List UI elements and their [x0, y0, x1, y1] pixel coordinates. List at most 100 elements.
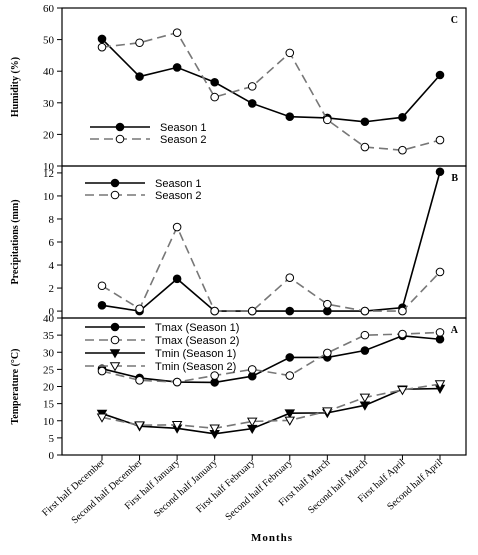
data-point [285, 306, 295, 316]
data-point [247, 306, 257, 316]
legend-marker [109, 349, 121, 359]
data-point [398, 113, 407, 122]
series-line [101, 225, 441, 312]
x-tick-label: Second half January [152, 457, 220, 519]
legend-marker [110, 190, 120, 200]
y-tick-label: 40 [43, 313, 55, 325]
y-tick-label: 60 [43, 3, 55, 15]
legend-label: Season 2 [155, 190, 201, 202]
data-point [322, 407, 333, 417]
series-season-1 [97, 34, 445, 127]
data-point [171, 421, 183, 431]
y-tick-label: 0 [49, 450, 55, 462]
y-tick-label: 20 [43, 382, 55, 394]
legend-marker [109, 362, 121, 372]
data-point [97, 301, 107, 310]
data-point [285, 371, 295, 380]
legend-item: Season 2 [85, 190, 201, 202]
series-line [101, 31, 441, 152]
data-point [210, 306, 219, 316]
legend-label: Season 1 [155, 178, 201, 190]
y-tick-label: 0 [49, 306, 55, 318]
y-tick-label: 25 [43, 364, 55, 376]
data-point [435, 70, 445, 80]
series-season-2 [97, 28, 445, 155]
data-point [210, 92, 219, 102]
data-point [134, 421, 145, 431]
data-point [135, 304, 144, 314]
legend-label: Tmax (Season 1) [155, 322, 239, 334]
data-point [434, 380, 446, 390]
data-point [172, 63, 182, 72]
series-line [101, 334, 441, 384]
data-point [172, 377, 182, 387]
data-point [435, 328, 445, 337]
y-axis-label: Precipitations (mm) [10, 199, 21, 284]
data-point [360, 306, 370, 316]
data-point [210, 77, 219, 87]
series-tmin-season-1 [96, 384, 446, 440]
x-tick-label: First half December [40, 457, 107, 519]
data-point [209, 424, 220, 434]
y-tick-label: 50 [43, 35, 55, 47]
data-point [360, 346, 370, 355]
panel-letter: B [451, 173, 458, 184]
legend-item: Tmin (Season 2) [85, 361, 236, 373]
panel-A: 0 5 10 15 20 25 30 35 40 Temperature (°C) A Tmax (S… [10, 313, 467, 462]
legend-marker [110, 322, 120, 332]
data-point [210, 371, 219, 380]
legend-marker [115, 134, 125, 144]
legend-marker [115, 122, 125, 132]
legend-item: Season 2 [90, 134, 206, 146]
panel-C: 10 20 30 40 50 60 Humidity (%) C Season 1Season … [10, 3, 467, 173]
y-tick-label: 4 [49, 260, 55, 272]
data-point [360, 117, 370, 127]
data-point [285, 48, 295, 58]
panel-B: 0 2 4 6 8 10 12 Precipitations (mm) B Season 1Sea… [10, 165, 467, 319]
data-point [323, 115, 332, 125]
y-tick-label: 35 [43, 330, 55, 342]
legend-marker [110, 178, 120, 188]
data-point [360, 330, 370, 340]
data-point [285, 273, 295, 282]
y-tick-label: 5 [49, 433, 55, 445]
data-point [398, 145, 407, 155]
data-point [97, 34, 107, 44]
data-point [97, 281, 107, 291]
series-line [101, 387, 441, 435]
data-point [135, 72, 144, 81]
legend-item: Season 1 [85, 178, 201, 190]
series-line [101, 171, 441, 312]
legend-label: Season 2 [160, 134, 206, 146]
data-point [323, 348, 332, 358]
series-tmin-season-2 [96, 380, 446, 434]
data-point [172, 28, 182, 37]
x-tick-label: Second half February [223, 457, 294, 523]
y-tick-label: 10 [43, 161, 55, 173]
data-point [135, 38, 144, 48]
x-axis-label: Months [251, 532, 293, 544]
data-point [398, 329, 407, 339]
data-point [247, 99, 257, 108]
data-point [247, 82, 257, 91]
panel-letter: C [451, 15, 458, 26]
legend-label: Tmin (Season 2) [155, 361, 236, 373]
data-point [435, 135, 445, 145]
y-axis-label: Humidity (%) [10, 57, 21, 117]
panel-letter: A [451, 325, 459, 336]
data-point [359, 393, 371, 403]
legend-item: Tmax (Season 1) [85, 322, 239, 334]
y-tick-label: 15 [43, 399, 55, 411]
data-point [360, 142, 370, 152]
y-tick-label: 10 [43, 416, 55, 428]
data-point [135, 376, 144, 385]
series-line [101, 383, 441, 430]
data-point [285, 353, 295, 362]
data-point [246, 417, 258, 427]
data-point [96, 413, 108, 423]
series-tmax-season-2 [97, 328, 445, 387]
data-point [397, 386, 408, 396]
